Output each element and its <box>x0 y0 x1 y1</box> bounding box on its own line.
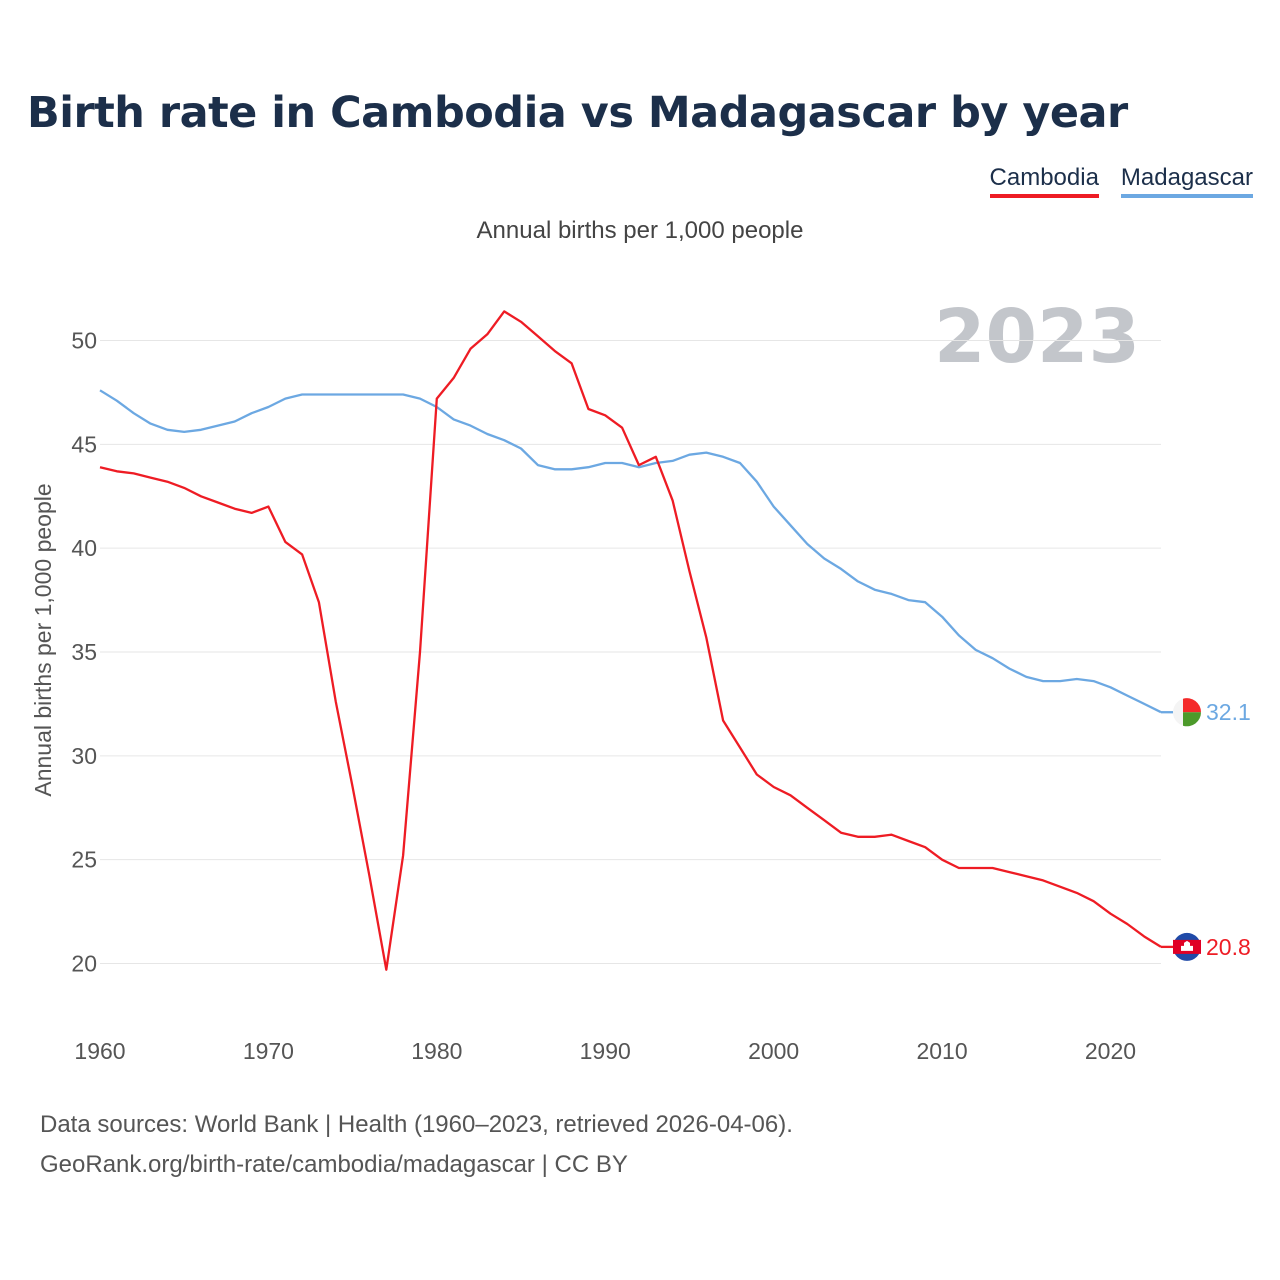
y-tick-label-20: 20 <box>71 951 97 977</box>
legend-item-cambodia[interactable]: Cambodia <box>989 164 1099 198</box>
series-line-cambodia <box>99 310 1162 971</box>
y-tick-label-45: 45 <box>71 431 97 457</box>
cambodia-flag-temple <box>1181 940 1193 951</box>
year-watermark: 2023 <box>934 294 1140 380</box>
end-value-label-madagascar: 32.1 <box>1206 699 1251 725</box>
y-tick-label-50: 50 <box>71 328 97 354</box>
legend: Cambodia Madagascar <box>989 164 1253 198</box>
x-tick-label-1980: 1980 <box>411 1038 462 1064</box>
madagascar-flag-red <box>1183 698 1202 713</box>
x-tick-label-1960: 1960 <box>74 1038 125 1064</box>
x-tick-label-2020: 2020 <box>1085 1038 1136 1064</box>
y-tick-label-30: 30 <box>71 743 97 769</box>
x-tick-label-1990: 1990 <box>580 1038 631 1064</box>
chart-subtitle: Annual births per 1,000 people <box>476 217 804 244</box>
source-line-data: Data sources: World Bank | Health (1960–… <box>40 1111 793 1138</box>
y-tick-label-35: 35 <box>71 639 97 665</box>
x-tick-label-1970: 1970 <box>243 1038 294 1064</box>
y-axis-title: Annual births per 1,000 people <box>30 483 56 796</box>
x-tick-label-2000: 2000 <box>748 1038 799 1064</box>
x-tick-label-2010: 2010 <box>916 1038 967 1064</box>
legend-item-madagascar[interactable]: Madagascar <box>1120 164 1253 198</box>
y-tick-label-40: 40 <box>71 535 97 561</box>
end-value-label-cambodia: 20.8 <box>1206 934 1251 960</box>
source-notes: Data sources: World Bank | Health (1960–… <box>40 1105 793 1185</box>
chart-title: Birth rate in Cambodia vs Madagascar by … <box>27 88 1128 138</box>
source-line-url[interactable]: GeoRank.org/birth-rate/cambodia/madagasc… <box>40 1151 628 1178</box>
series-line-madagascar <box>99 389 1162 714</box>
y-tick-label-25: 25 <box>71 847 97 873</box>
madagascar-flag-green <box>1183 712 1202 727</box>
